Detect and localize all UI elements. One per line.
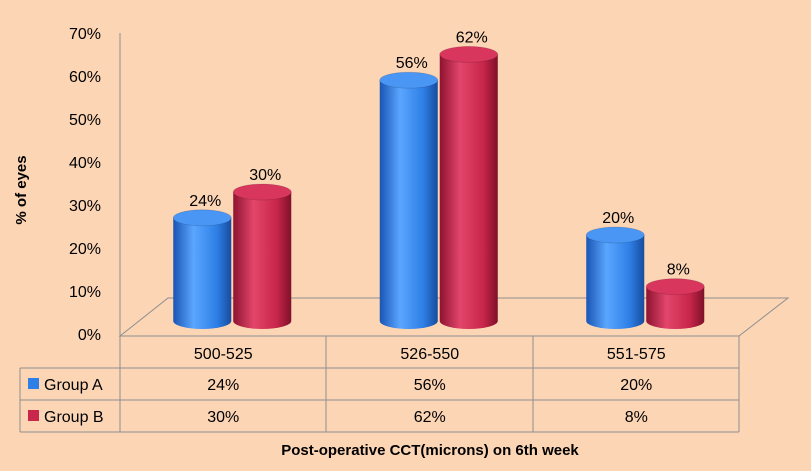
bar-top bbox=[585, 226, 645, 244]
table-cell: 20% bbox=[620, 377, 652, 394]
table-cell: 56% bbox=[414, 377, 446, 394]
bar-group-a-551-575 bbox=[585, 226, 645, 329]
bar-top bbox=[379, 71, 439, 89]
x-tick-label: 551-575 bbox=[607, 346, 666, 363]
bar-top bbox=[172, 209, 232, 227]
data-label: 8% bbox=[667, 262, 690, 279]
y-tick-label: 70% bbox=[69, 26, 101, 43]
bar-group-a-500-525 bbox=[172, 209, 232, 329]
table-row-group-a: Group A 24% 56% 20% bbox=[28, 377, 652, 394]
data-label: 24% bbox=[189, 193, 221, 210]
bar-body bbox=[439, 54, 498, 330]
bar-body bbox=[586, 235, 645, 329]
data-label: 56% bbox=[396, 55, 428, 72]
y-tick-label: 40% bbox=[69, 155, 101, 172]
table-cell: 8% bbox=[625, 409, 648, 426]
legend-label: Group A bbox=[44, 377, 103, 394]
legend-swatch bbox=[28, 378, 39, 389]
bar-top bbox=[439, 46, 499, 63]
table-cell: 62% bbox=[414, 409, 446, 426]
table-cell: 24% bbox=[207, 377, 239, 394]
y-tick-label: 20% bbox=[69, 241, 101, 258]
bar-body bbox=[646, 286, 705, 329]
bar-body bbox=[233, 192, 292, 329]
bar-body bbox=[173, 217, 232, 329]
legend-swatch bbox=[28, 410, 39, 421]
y-tick-label: 30% bbox=[69, 198, 101, 215]
bar-group-a-526-550 bbox=[379, 71, 439, 329]
data-label: 62% bbox=[456, 29, 488, 46]
y-tick-label: 50% bbox=[69, 112, 101, 129]
data-label: 30% bbox=[249, 167, 281, 184]
x-axis-title: Post-operative CCT(microns) on 6th week bbox=[281, 442, 579, 459]
y-tick-label: 0% bbox=[78, 327, 101, 344]
bar-top bbox=[645, 278, 705, 296]
y-axis-title: % of eyes bbox=[13, 155, 30, 224]
y-tick-label: 10% bbox=[69, 284, 101, 301]
bar-group-b-500-525 bbox=[232, 183, 292, 329]
x-tick-label: 526-550 bbox=[400, 346, 459, 363]
table-row-group-b: Group B 30% 62% 8% bbox=[28, 409, 648, 426]
table-cell: 30% bbox=[207, 409, 239, 426]
data-label: 20% bbox=[602, 210, 634, 227]
bar-top bbox=[232, 183, 292, 201]
bar-group-b-551-575 bbox=[645, 278, 705, 329]
x-tick-label: 500-525 bbox=[194, 346, 253, 363]
data-table-grid bbox=[19, 336, 740, 433]
bar-group-b-526-550 bbox=[439, 46, 499, 330]
y-tick-label: 60% bbox=[69, 69, 101, 86]
legend-label: Group B bbox=[44, 409, 104, 426]
bar-body bbox=[379, 80, 438, 329]
